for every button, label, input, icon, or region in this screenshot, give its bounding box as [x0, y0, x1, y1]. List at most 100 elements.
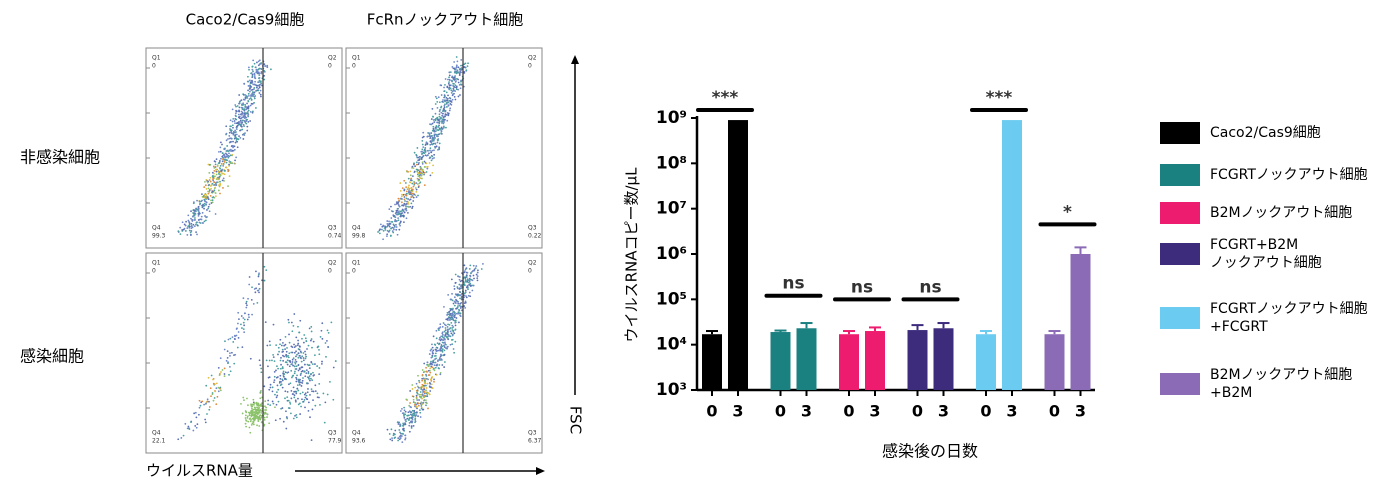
cell-dot: [213, 196, 216, 199]
cell-dot: [449, 309, 452, 312]
cell-dot: [306, 391, 309, 394]
cell-dot: [421, 161, 424, 164]
cell-dot: [311, 408, 314, 411]
cell-dot: [218, 185, 221, 188]
cell-dot: [285, 416, 288, 418]
cell-dot: [218, 177, 221, 180]
legend-label: Caco2/Cas9細胞: [1210, 125, 1321, 141]
cell-dot: [432, 119, 435, 121]
cell-dot: [208, 172, 211, 174]
cell-dot: [454, 84, 457, 87]
cell-dot: [469, 275, 472, 278]
cell-dot: [248, 426, 251, 429]
cell-dot: [402, 193, 405, 196]
x-tick-label: 0: [912, 402, 923, 421]
cell-dot: [309, 339, 312, 342]
cell-dot: [284, 390, 287, 393]
cell-dot: [207, 198, 210, 201]
cell-dot: [273, 360, 276, 363]
cell-dot: [304, 357, 307, 360]
cell-dot: [247, 85, 250, 87]
cell-dot: [460, 64, 462, 67]
cell-dot: [223, 155, 226, 157]
cell-dot: [407, 177, 410, 180]
cell-dot: [438, 101, 441, 104]
cell-dot: [469, 264, 472, 267]
cell-dot: [451, 324, 454, 327]
cell-dot: [234, 122, 236, 125]
cell-dot: [397, 423, 400, 425]
cell-dot: [256, 404, 259, 407]
cell-dot: [420, 405, 423, 407]
cell-dot: [453, 95, 456, 98]
cell-dot: [459, 302, 462, 305]
cell-dot: [207, 192, 210, 195]
cell-dot: [295, 360, 298, 363]
cell-dot: [256, 417, 258, 420]
cell-dot: [412, 424, 415, 427]
cell-dot: [233, 337, 236, 340]
cell-dot: [446, 99, 449, 102]
cell-dot: [227, 154, 230, 157]
cell-dot: [272, 323, 275, 326]
cell-dot: [308, 375, 311, 378]
cell-dot: [291, 358, 294, 361]
cell-dot: [188, 225, 191, 228]
cell-dot: [444, 329, 447, 332]
cell-dot: [245, 425, 247, 428]
cell-dot: [214, 166, 217, 168]
cell-dot: [450, 80, 453, 82]
quadrant-name: Q1: [152, 55, 161, 62]
cell-dot: [207, 187, 210, 190]
cell-dot: [416, 399, 419, 401]
cell-dot: [431, 363, 434, 366]
cell-dot: [443, 121, 446, 123]
cell-dot: [418, 158, 421, 161]
cell-dot: [213, 172, 215, 175]
cell-dot: [476, 275, 479, 278]
cell-dot: [179, 226, 182, 229]
cell-dot: [445, 343, 447, 346]
quadrant-value: 0: [328, 63, 332, 70]
cell-dot: [245, 302, 248, 305]
cell-dot: [239, 119, 242, 122]
cell-dot: [257, 273, 260, 276]
cell-dot: [306, 398, 309, 401]
cell-dot: [214, 192, 217, 194]
cell-dot: [445, 102, 448, 104]
cell-dot: [441, 348, 444, 351]
cell-dot: [208, 406, 211, 408]
cell-dot: [467, 62, 469, 65]
cell-dot: [387, 230, 390, 233]
cell-dot: [443, 330, 446, 333]
cell-dot: [190, 217, 192, 220]
cell-dot: [400, 212, 403, 215]
cell-dot: [263, 279, 266, 282]
cell-dot: [309, 393, 311, 396]
cell-dot: [251, 407, 253, 410]
cell-dot: [438, 124, 440, 127]
cell-dot: [436, 101, 439, 103]
cell-dot: [235, 115, 237, 118]
cell-dot: [398, 205, 401, 208]
cell-dot: [446, 345, 449, 348]
cell-dot: [395, 201, 398, 204]
cell-dot: [438, 110, 441, 113]
cell-dot: [410, 427, 413, 429]
cell-dot: [253, 97, 256, 100]
cell-dot: [233, 137, 236, 140]
cell-dot: [458, 288, 461, 291]
cell-dot: [416, 391, 418, 394]
cell-dot: [451, 318, 453, 321]
cell-dot: [430, 135, 433, 138]
cell-dot: [234, 162, 237, 165]
cell-dot: [263, 78, 266, 81]
cell-dot: [274, 393, 276, 396]
cell-dot: [405, 186, 408, 189]
cell-dot: [250, 95, 252, 97]
cell-dot: [295, 378, 298, 381]
cell-dot: [471, 289, 474, 292]
y-tick-label: 10⁸: [656, 153, 687, 173]
cell-dot: [391, 439, 394, 442]
cell-dot: [432, 125, 435, 128]
